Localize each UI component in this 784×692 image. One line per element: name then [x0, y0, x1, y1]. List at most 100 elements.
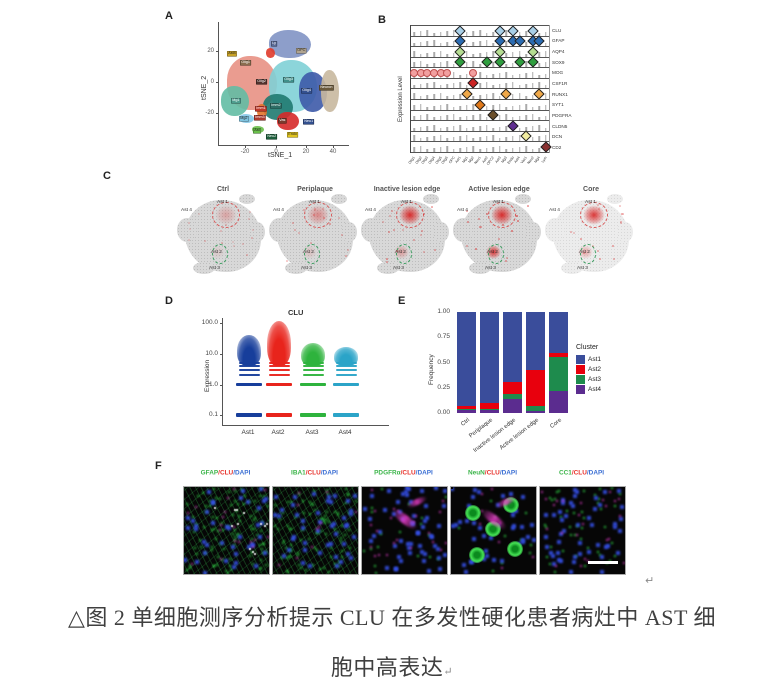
- region-label-ast1: Ast 1: [401, 200, 412, 205]
- violin-gray: [485, 136, 488, 142]
- violin-cell: [454, 46, 466, 58]
- violin-gray: [525, 126, 527, 131]
- violin-cell: [464, 47, 471, 57]
- violin-cell: [431, 89, 438, 100]
- violin-cell: [536, 26, 543, 36]
- condition-title: Periplaque: [297, 186, 333, 193]
- violin-cell: [503, 132, 510, 142]
- red-scatter-dots: [361, 186, 363, 188]
- violin-cell: [523, 68, 530, 78]
- cell-cloud-lobe: [249, 222, 265, 242]
- violin-gray: [453, 148, 455, 152]
- violin-cell: [457, 142, 464, 152]
- x-tick-mark: [306, 145, 307, 148]
- violin-gray: [505, 71, 508, 78]
- violin-cell: [444, 47, 451, 57]
- gene-label: SYT1: [552, 102, 564, 108]
- violin-gray: [518, 127, 521, 131]
- violin-gray: [433, 124, 435, 131]
- panel-b-tag: B: [378, 14, 386, 26]
- violin-gray: [439, 43, 442, 47]
- violin-gray: [446, 138, 448, 142]
- violin-gray: [433, 136, 435, 142]
- panel-e-tag: E: [398, 295, 406, 307]
- violin-cell: [494, 56, 506, 68]
- violin-gray: [426, 41, 429, 47]
- violin-gray: [479, 83, 481, 89]
- violin-cell: [490, 26, 497, 36]
- violin-cell: [503, 79, 510, 89]
- cluster-blob-tan-right: [321, 70, 339, 112]
- clu-name: /CLU: [400, 470, 416, 477]
- violin-gray: [453, 41, 455, 47]
- clu-name: /CLU: [305, 470, 321, 477]
- bar-segment-Ast2: [526, 369, 545, 406]
- violin-cell: [469, 68, 478, 78]
- violin-highlight-MOG: [443, 68, 452, 77]
- violin-gray: [439, 85, 442, 89]
- violin-cell: [464, 100, 471, 110]
- violin-gray: [538, 105, 541, 110]
- stacked-bar-3: [503, 312, 522, 413]
- region-label-ast4: Ast 4: [273, 208, 284, 213]
- violin-gray: [426, 114, 429, 121]
- band-0-1: [266, 413, 292, 417]
- violin-cell: [510, 100, 517, 110]
- violin-cell: [543, 111, 550, 121]
- violin-gray: [413, 85, 416, 89]
- violin-cell: [457, 100, 464, 110]
- violin-gray: [525, 145, 527, 152]
- violin-gray: [439, 31, 442, 36]
- band-1-0: [300, 382, 326, 387]
- violin-cell: [424, 100, 431, 110]
- micrograph-CC1: [539, 486, 626, 575]
- tsne-plot: Ast4 Olig1 Ly OPC Olig2 Olig3 Olig4 Neuron Mg1 Im…: [205, 22, 349, 155]
- band-mid: [268, 374, 290, 377]
- bar-segment-Ast2: [549, 353, 568, 358]
- legend-label: Ast4: [588, 386, 602, 393]
- condition-title: Ctrl: [216, 186, 230, 193]
- band-1-0: [333, 382, 359, 387]
- violin-cell: [483, 37, 490, 47]
- bar-segment-Ast4: [549, 390, 568, 413]
- violin-gray: [525, 30, 527, 36]
- cluster-label: Mg1: [231, 98, 241, 104]
- violin-gray: [492, 85, 494, 89]
- violin-cell: [510, 142, 517, 152]
- violin-gray: [472, 30, 475, 36]
- violin-gray: [466, 73, 468, 78]
- violin-gray: [545, 104, 547, 110]
- micrograph-NeuN: [450, 486, 537, 575]
- x-tick-mark: [276, 145, 277, 148]
- condition-title: Active lesion edge: [468, 186, 530, 193]
- violin-gray: [545, 85, 547, 89]
- violin-gray: [512, 136, 514, 142]
- cluster-label: Olig3: [283, 77, 295, 83]
- ast2-green-circle: [212, 244, 228, 264]
- caption-line-1: △图 2 单细胞测序分析提示 CLU 在多发性硬化患者病灶中 AST 细: [67, 605, 717, 630]
- violin-cell: [450, 26, 457, 36]
- violin-cell: [411, 121, 418, 131]
- cell-cloud-lobe: [453, 218, 473, 242]
- violin-cell: [523, 37, 530, 47]
- violin-row-GFAP: [411, 35, 549, 48]
- cell-cloud: [553, 200, 629, 272]
- violin-cell: [483, 100, 490, 110]
- violin-cell: [450, 47, 457, 57]
- tsne-condition-5: Core Ast 4 Ast 1 Ast 2 Ast 3: [545, 186, 637, 286]
- violin-cell: [464, 58, 471, 68]
- violin-gray: [538, 124, 541, 131]
- violin-cell: [454, 56, 466, 68]
- violin-cell: [533, 35, 545, 47]
- violin-cell: [470, 111, 477, 121]
- violin-gray: [426, 137, 429, 142]
- violin-gray: [499, 138, 501, 142]
- violin-gray: [420, 145, 422, 152]
- clu-signal-dots: [540, 487, 542, 489]
- micrograph-GFAP: [183, 486, 270, 575]
- stain-label-5: CC1/CLU/DAPI: [542, 470, 620, 476]
- violin-gray: [545, 135, 547, 142]
- violin-cell: [536, 79, 543, 89]
- tsne-condition-4: Active lesion edge Ast 4 Ast 1 Ast 2 Ast 3: [453, 186, 545, 286]
- violin-cell: [529, 100, 536, 110]
